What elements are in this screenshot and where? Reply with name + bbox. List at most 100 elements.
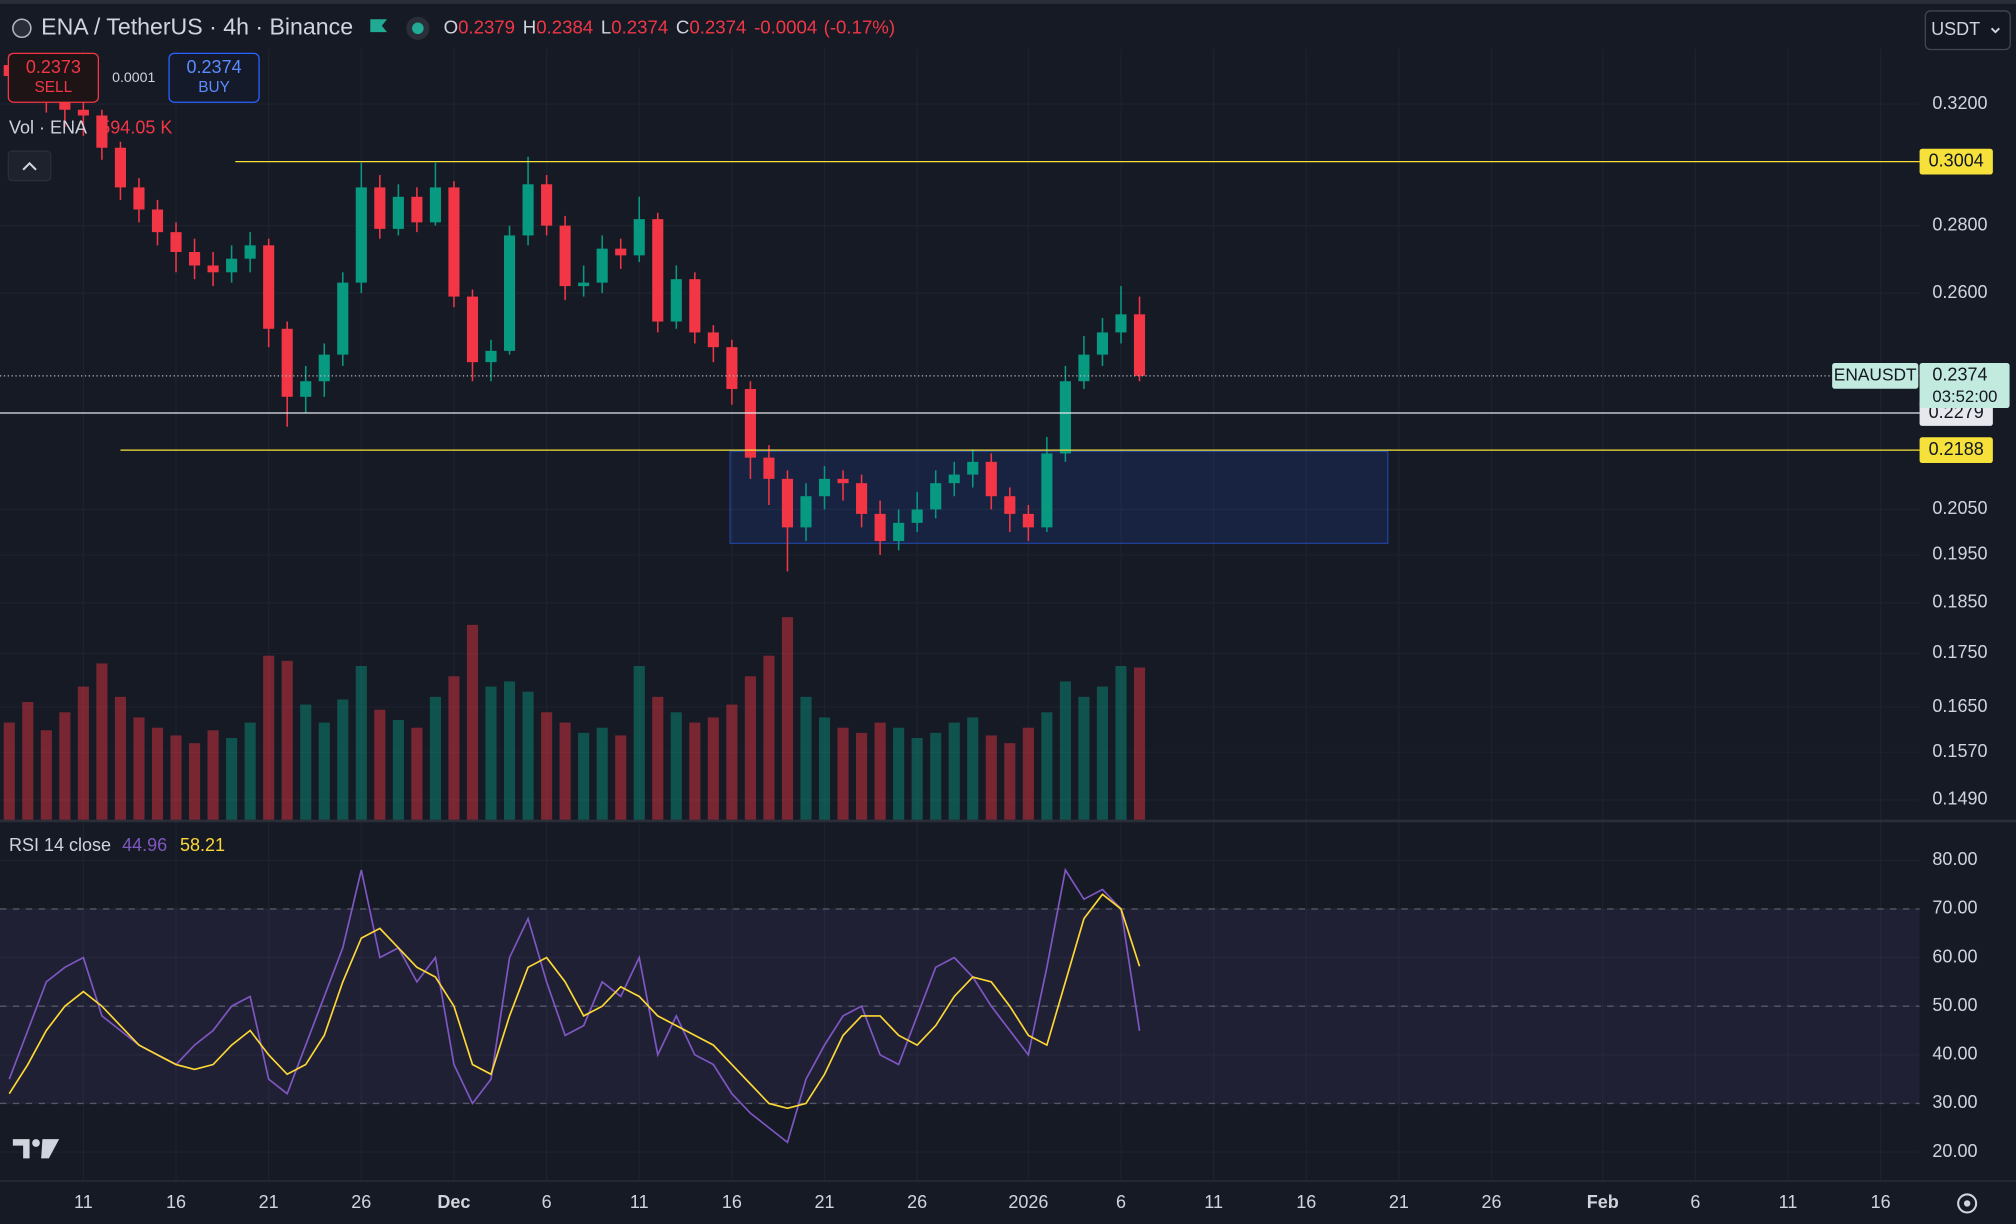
buy-button[interactable] xyxy=(168,52,260,103)
candle-body xyxy=(1041,453,1053,528)
candle-body xyxy=(77,109,89,116)
candle-body xyxy=(985,461,997,497)
sell-price: 0.2373 xyxy=(26,57,81,77)
candle-body xyxy=(1133,314,1146,376)
volume-bar xyxy=(300,704,312,821)
volume-bar xyxy=(188,743,201,821)
candle-body xyxy=(893,522,905,542)
volume-bar xyxy=(22,702,34,821)
volume-bar xyxy=(818,717,831,821)
symbol-icon xyxy=(12,18,32,39)
candle-body xyxy=(1059,381,1071,454)
volume-bar xyxy=(226,738,238,821)
volume-bar xyxy=(615,735,627,821)
x-tick-label: 11 xyxy=(1779,1192,1798,1212)
volume-bar xyxy=(652,696,664,821)
settings-icon[interactable] xyxy=(1957,1193,1978,1214)
candle-body xyxy=(578,282,590,287)
symbol-title: ENA / TetherUS · 4h · Binance xyxy=(41,13,353,39)
x-tick-label: 6 xyxy=(1690,1192,1700,1212)
candle-body xyxy=(151,209,164,233)
volume-bar xyxy=(911,738,923,821)
logo-part xyxy=(12,1139,30,1159)
candle-body xyxy=(1078,354,1090,382)
currency-button[interactable] xyxy=(1924,10,2011,51)
last-price-symbol: ENAUSDT xyxy=(1834,364,1917,384)
y-tick-label: 0.1650 xyxy=(1932,696,1987,716)
candle-body xyxy=(948,474,960,484)
ohlc-item: 0.2374 xyxy=(611,16,668,37)
y-tick-label: 0.1570 xyxy=(1932,741,1987,761)
level-tag xyxy=(1919,437,1993,463)
candle-body xyxy=(300,381,312,397)
candle-body xyxy=(874,513,886,542)
candle-body xyxy=(707,332,719,348)
volume-bar xyxy=(244,722,256,821)
ohlc-item: 0.2379 xyxy=(458,16,515,37)
volume-bar xyxy=(503,681,516,821)
candle-body xyxy=(392,196,404,229)
ohlc-item: -0.0004 xyxy=(754,16,817,37)
volume-bar xyxy=(781,617,794,821)
volume-bar xyxy=(874,722,886,821)
candle-body xyxy=(837,478,849,484)
y-tick-label: 0.1850 xyxy=(1932,592,1987,612)
flag-icon[interactable] xyxy=(370,19,387,33)
collapse-button[interactable] xyxy=(7,150,52,182)
candle-body xyxy=(448,187,460,297)
volume-bar xyxy=(114,696,126,821)
candle-body xyxy=(615,248,627,256)
candle-body xyxy=(541,184,553,226)
volume-bar xyxy=(466,624,479,821)
x-tick-label: 2026 xyxy=(1008,1192,1048,1212)
volume-bar xyxy=(726,704,738,821)
volume-bar xyxy=(744,676,756,821)
volume-bar xyxy=(707,717,719,821)
rsi-ma-legend-value: 58.21 xyxy=(180,835,225,855)
candle-body xyxy=(466,296,479,363)
x-tick-label: 21 xyxy=(259,1192,279,1212)
candle-body xyxy=(226,258,238,273)
candle-body xyxy=(596,248,608,283)
volume-bar xyxy=(1004,743,1016,821)
settings-icon-center xyxy=(1963,1200,1971,1207)
volume-bar xyxy=(59,712,71,821)
x-tick-label: 11 xyxy=(74,1192,93,1212)
ohlc-item: C xyxy=(676,16,689,37)
volume-bar xyxy=(763,655,775,821)
y-tick-label: 0.1490 xyxy=(1932,789,1987,809)
volume-bar xyxy=(1078,696,1090,821)
buy-price: 0.2374 xyxy=(187,57,242,77)
volume-bar xyxy=(1041,712,1053,821)
candle-body xyxy=(96,115,108,148)
logo-part xyxy=(41,1139,60,1159)
ohlc-legend: O0.2379 H0.2384 L0.2374 C0.2374 -0.0004 (-0.1… xyxy=(444,16,896,37)
rsi-line xyxy=(8,893,1141,1110)
y-tick-label: 40.00 xyxy=(1932,1044,1977,1064)
candle-body xyxy=(114,147,126,188)
x-tick-label: 6 xyxy=(1116,1192,1126,1212)
plot xyxy=(0,54,1920,1144)
volume-bar xyxy=(392,720,404,821)
x-tick-label: 21 xyxy=(1389,1192,1409,1212)
volume-bar xyxy=(263,655,275,821)
volume-bar xyxy=(207,730,219,821)
spread: 0.0001 xyxy=(112,69,155,85)
candle-body xyxy=(763,457,775,479)
zone-box xyxy=(729,450,1389,545)
x-tick-label: 6 xyxy=(542,1192,552,1212)
volume-bar xyxy=(1022,727,1034,821)
sell-button[interactable] xyxy=(7,52,100,103)
candle-body xyxy=(59,98,71,110)
volume-bar xyxy=(985,735,997,821)
axes: 11 16 21 26 Dec 6 11 16 21 26 2026 6 11 16 21 26 Feb 6 11 1… xyxy=(74,93,2010,1212)
volume-bar xyxy=(1096,686,1109,821)
x-tick-label: 16 xyxy=(722,1192,742,1212)
y-tick-label: 0.1950 xyxy=(1932,544,1987,564)
volume-bar xyxy=(522,691,534,821)
candle-body xyxy=(263,245,275,329)
volume-bar xyxy=(1133,667,1146,821)
candle-body xyxy=(411,196,423,223)
